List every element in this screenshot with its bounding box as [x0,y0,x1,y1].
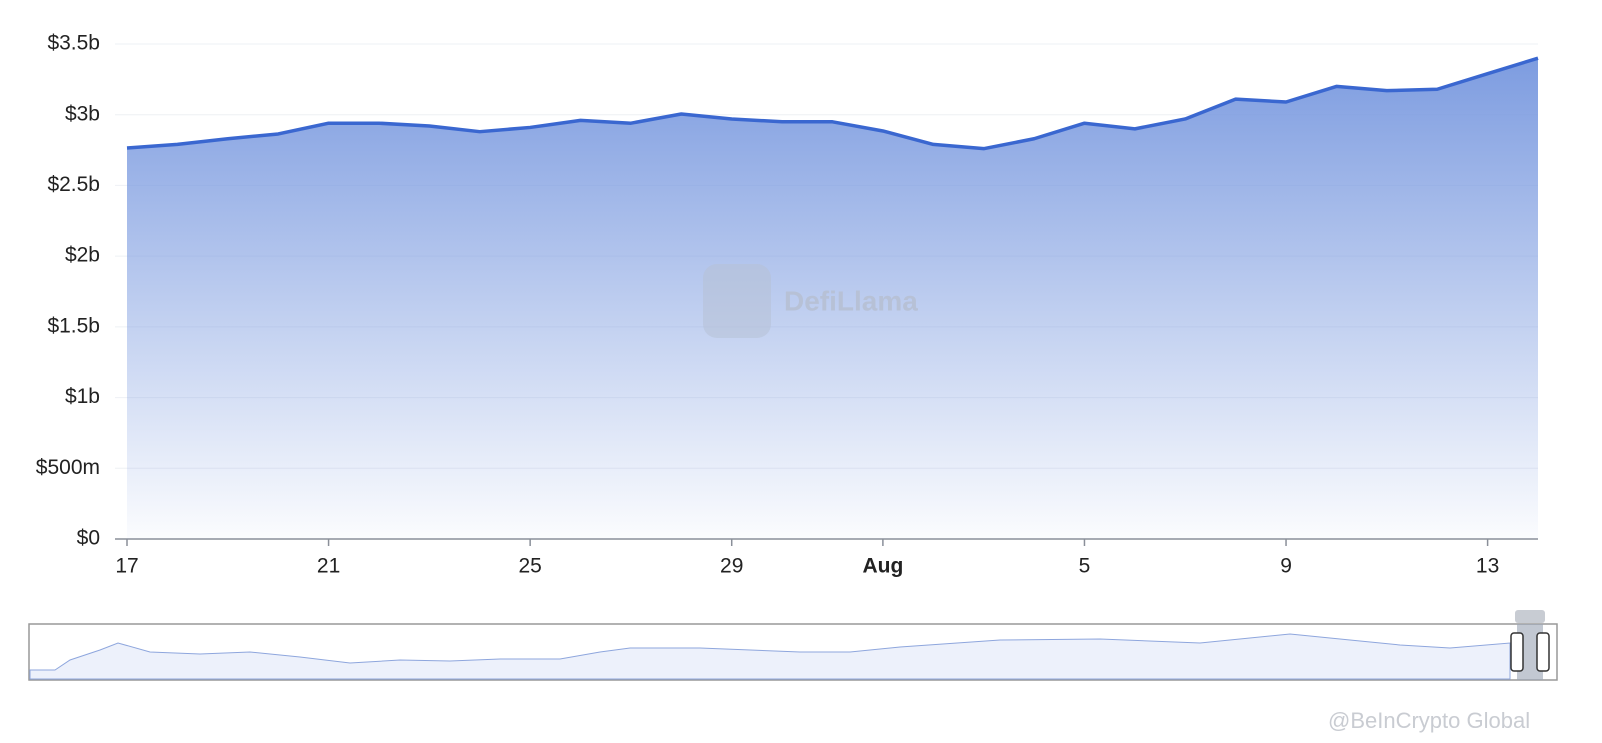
x-tick-label: 25 [518,555,541,578]
y-tick-label: $3b [65,102,100,125]
x-tick-label: 13 [1476,555,1499,578]
logo [703,264,771,338]
y-tick-label: $1.5b [47,314,100,337]
y-tick-label: $0 [77,527,100,550]
area [127,58,1538,540]
y-tick-label: $2b [65,244,100,267]
y-tick-label: $3.5b [47,32,100,55]
y-tick-label: $2.5b [47,173,100,196]
navigator [28,610,1558,681]
x-tick-label: 17 [115,555,138,578]
x-tick-label: 9 [1280,555,1292,578]
line [126,56,1539,151]
plot [126,56,1539,540]
x-tick-label: 29 [720,555,743,578]
x-tick-label: 5 [1079,555,1091,578]
y-tick-label: $1b [65,385,100,408]
watermark: @BeInCrypto Global [1328,708,1530,733]
watermark: DefiLlama [784,285,918,316]
x-tick-label: 21 [317,555,340,578]
x-tick-label: Aug [862,555,903,578]
y-tick-label: $500m [36,456,100,479]
